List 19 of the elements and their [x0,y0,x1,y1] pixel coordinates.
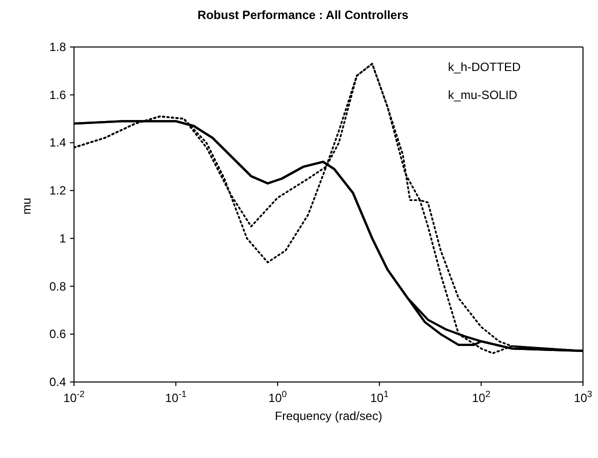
y-tick-label: 1.4 [49,136,66,150]
x-tick-label: 10$^{-2}$ [63,389,85,405]
x-tick-label: 10$^{2}$ [472,389,490,405]
x-tick-label: 10$^{1}$ [370,389,389,405]
y-tick-label: 0.4 [49,375,66,389]
annotation: k_mu-SOLID [448,88,518,102]
y-tick-label: 0.8 [49,279,66,294]
x-tick-label: 10$^{-1}$ [165,389,186,405]
x-tick-label: 10$^{0}$ [268,389,287,405]
y-tick-label: 0.6 [49,327,66,342]
annotation: k_h-DOTTED [448,60,521,74]
y-tick-label: 1 [59,231,66,246]
y-tick-label: 1.2 [49,184,66,198]
x-axis-title: Frequency (rad/sec) [274,409,382,423]
x-tick-label: 10$^{3}$ [574,389,592,405]
y-axis-title: mu [19,198,34,214]
y-tick-label: 1.8 [49,40,66,54]
chart-title: Robust Performance : All Controllers [196,8,410,24]
y-tick-label: 1.6 [49,88,66,102]
